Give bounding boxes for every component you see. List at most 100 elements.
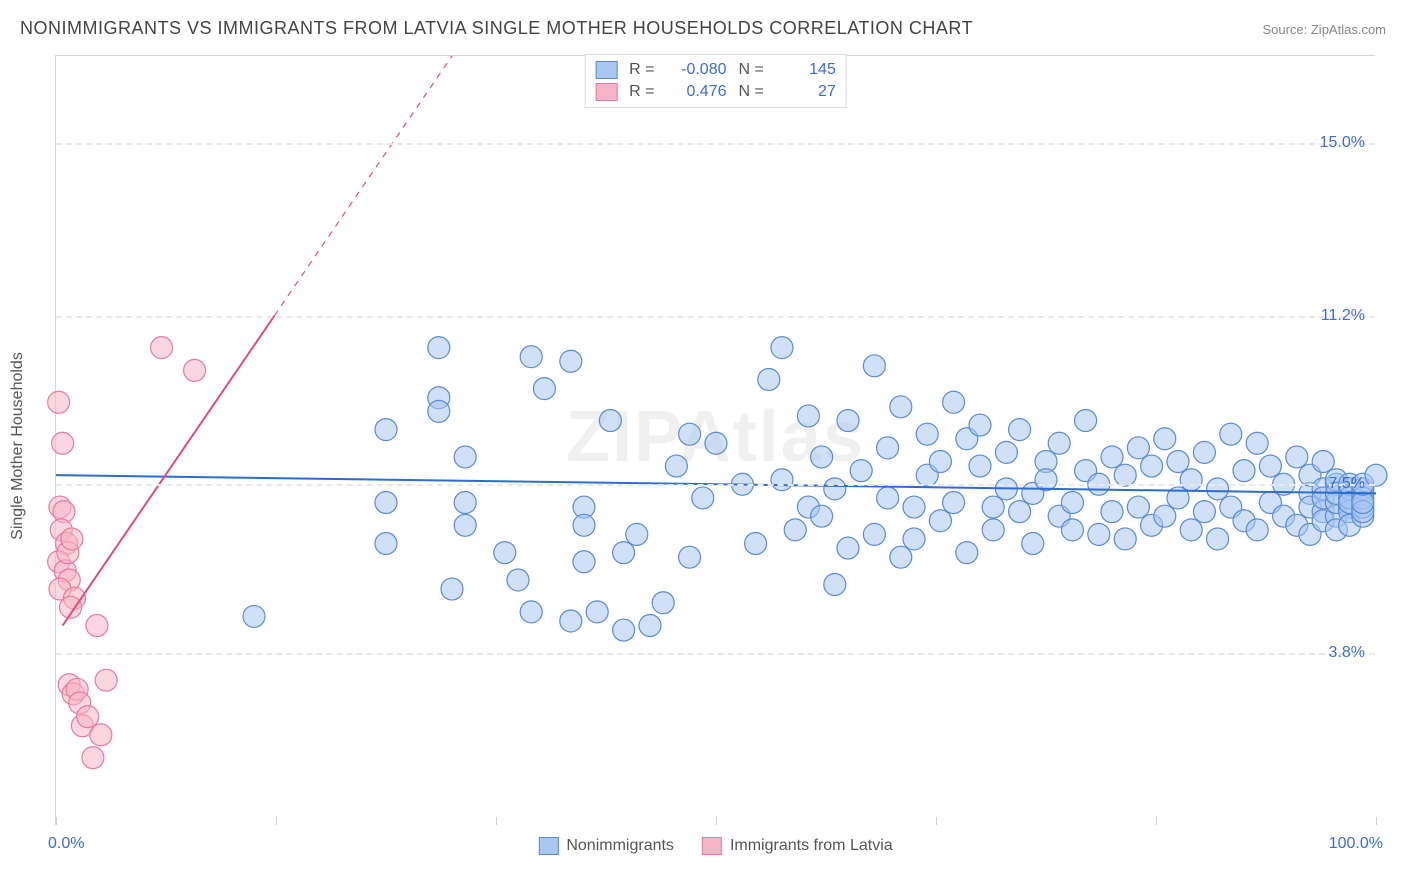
data-point bbox=[811, 446, 833, 468]
r-value: 0.476 bbox=[667, 83, 727, 101]
data-point bbox=[929, 451, 951, 473]
data-point bbox=[969, 455, 991, 477]
data-point bbox=[903, 496, 925, 518]
data-point bbox=[1114, 464, 1136, 486]
data-point bbox=[1127, 437, 1149, 459]
data-point bbox=[1009, 419, 1031, 441]
data-point bbox=[943, 391, 965, 413]
data-point bbox=[1127, 496, 1149, 518]
data-point bbox=[705, 432, 727, 454]
data-point bbox=[1167, 451, 1189, 473]
data-point bbox=[520, 601, 542, 623]
data-point bbox=[1246, 519, 1268, 541]
data-point bbox=[863, 523, 885, 545]
data-point bbox=[1286, 446, 1308, 468]
y-axis-title: Single Mother Households bbox=[9, 352, 27, 540]
data-point bbox=[1154, 428, 1176, 450]
legend-item: Nonimmigrants bbox=[538, 837, 674, 855]
data-point bbox=[586, 601, 608, 623]
data-point bbox=[890, 396, 912, 418]
data-point bbox=[877, 437, 899, 459]
data-point bbox=[916, 423, 938, 445]
data-point bbox=[1141, 455, 1163, 477]
data-point bbox=[863, 355, 885, 377]
n-value: 145 bbox=[776, 61, 836, 79]
x-tick bbox=[936, 817, 937, 825]
legend-row: R = -0.080 N = 145 bbox=[595, 59, 836, 81]
data-point bbox=[982, 496, 1004, 518]
data-point bbox=[599, 409, 621, 431]
data-point bbox=[745, 533, 767, 555]
data-point bbox=[375, 533, 397, 555]
chart-title: NONIMMIGRANTS VS IMMIGRANTS FROM LATVIA … bbox=[20, 18, 973, 39]
legend-row: R =0.476N =27 bbox=[595, 81, 836, 103]
data-point bbox=[52, 432, 74, 454]
data-point bbox=[679, 423, 701, 445]
gridline bbox=[56, 653, 1375, 655]
data-point bbox=[613, 542, 635, 564]
data-point bbox=[1193, 441, 1215, 463]
gridline bbox=[56, 484, 1375, 486]
data-point bbox=[1009, 501, 1031, 523]
data-point bbox=[837, 409, 859, 431]
correlation-legend: R =-0.080N =145R =0.476N =27 bbox=[584, 54, 847, 108]
data-point bbox=[494, 542, 516, 564]
data-point bbox=[784, 519, 806, 541]
data-point bbox=[573, 551, 595, 573]
data-point bbox=[679, 546, 701, 568]
stat-label: R = bbox=[629, 83, 654, 101]
data-point bbox=[758, 368, 780, 390]
x-tick bbox=[276, 817, 277, 825]
data-point bbox=[560, 350, 582, 372]
data-point bbox=[824, 478, 846, 500]
scatter-chart: ZIPAtlas R =-0.080N =145R =0.476N =27 0.… bbox=[55, 55, 1375, 825]
data-point bbox=[573, 514, 595, 536]
data-point bbox=[1180, 469, 1202, 491]
data-point bbox=[77, 706, 99, 728]
stat-label: N = bbox=[739, 61, 764, 79]
data-point bbox=[639, 615, 661, 637]
data-point bbox=[1246, 432, 1268, 454]
data-point bbox=[1207, 478, 1229, 500]
data-point bbox=[1312, 451, 1334, 473]
stat-label: R = bbox=[629, 61, 654, 79]
data-point bbox=[903, 528, 925, 550]
x-tick bbox=[56, 817, 57, 825]
x-tick bbox=[1376, 817, 1377, 825]
data-point bbox=[797, 405, 819, 427]
data-point bbox=[929, 510, 951, 532]
data-point bbox=[1088, 523, 1110, 545]
data-point bbox=[1193, 501, 1215, 523]
data-point bbox=[1048, 432, 1070, 454]
data-point bbox=[982, 519, 1004, 541]
y-tick-label: 11.2% bbox=[1321, 307, 1365, 325]
data-point bbox=[61, 528, 83, 550]
data-point bbox=[771, 337, 793, 359]
data-point bbox=[1061, 519, 1083, 541]
data-point bbox=[837, 537, 859, 559]
data-point bbox=[454, 492, 476, 514]
data-point bbox=[86, 615, 108, 637]
data-point bbox=[533, 378, 555, 400]
data-point bbox=[441, 578, 463, 600]
data-point bbox=[454, 446, 476, 468]
trend-line bbox=[63, 316, 275, 626]
data-point bbox=[1075, 409, 1097, 431]
data-point bbox=[48, 391, 70, 413]
data-point bbox=[890, 546, 912, 568]
data-point bbox=[1233, 460, 1255, 482]
n-value: 27 bbox=[776, 83, 836, 101]
data-point bbox=[520, 346, 542, 368]
data-point bbox=[1154, 505, 1176, 527]
data-point bbox=[1207, 528, 1229, 550]
data-point bbox=[375, 419, 397, 441]
data-point bbox=[626, 523, 648, 545]
data-point bbox=[850, 460, 872, 482]
data-point bbox=[1114, 528, 1136, 550]
data-point bbox=[243, 605, 265, 627]
y-tick-label: 7.5% bbox=[1329, 475, 1365, 493]
legend-swatch bbox=[595, 61, 617, 79]
data-point bbox=[665, 455, 687, 477]
r-value: -0.080 bbox=[667, 61, 727, 79]
y-tick-label: 3.8% bbox=[1329, 644, 1365, 662]
